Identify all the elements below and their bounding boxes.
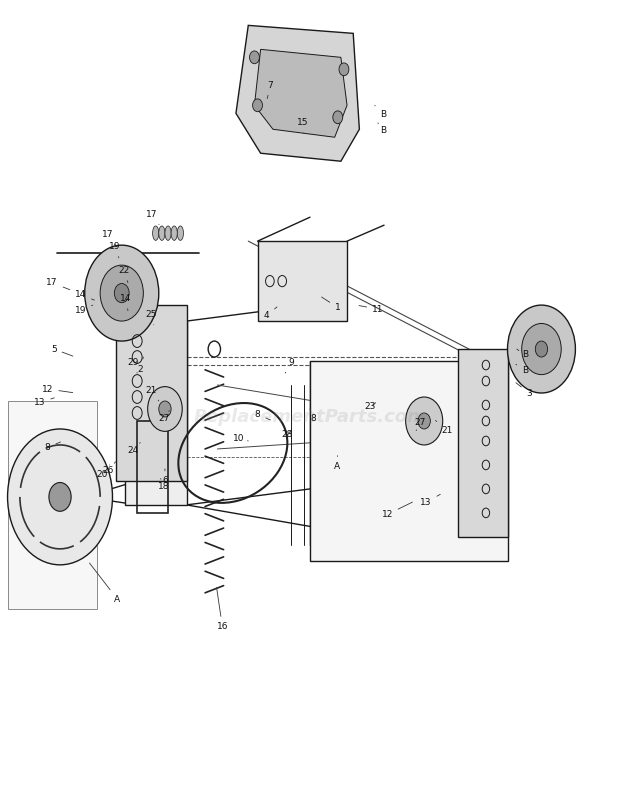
Polygon shape bbox=[310, 361, 508, 561]
Text: 11: 11 bbox=[359, 305, 384, 314]
Text: 17: 17 bbox=[102, 230, 115, 245]
Circle shape bbox=[85, 245, 159, 341]
Text: 20: 20 bbox=[96, 465, 109, 479]
Circle shape bbox=[418, 413, 430, 429]
Text: 8: 8 bbox=[255, 410, 270, 420]
Ellipse shape bbox=[177, 226, 184, 241]
Text: 7: 7 bbox=[267, 81, 273, 99]
Text: 23: 23 bbox=[365, 402, 376, 411]
Text: 21: 21 bbox=[435, 420, 453, 435]
Circle shape bbox=[249, 51, 259, 63]
Ellipse shape bbox=[165, 226, 171, 241]
Circle shape bbox=[405, 397, 443, 445]
Circle shape bbox=[159, 401, 171, 417]
Text: 3: 3 bbox=[516, 383, 532, 398]
Text: 4: 4 bbox=[264, 307, 277, 320]
Circle shape bbox=[148, 387, 182, 431]
Text: 17: 17 bbox=[146, 210, 159, 225]
Text: 28: 28 bbox=[281, 430, 293, 439]
Polygon shape bbox=[7, 401, 97, 609]
Text: B: B bbox=[378, 123, 386, 136]
Text: 25: 25 bbox=[146, 310, 157, 325]
Ellipse shape bbox=[159, 226, 165, 241]
Text: 1: 1 bbox=[322, 297, 340, 312]
Circle shape bbox=[339, 63, 349, 75]
Ellipse shape bbox=[171, 226, 177, 241]
Text: 12: 12 bbox=[42, 384, 73, 394]
Text: 21: 21 bbox=[146, 386, 159, 401]
Text: ReplacementParts.com: ReplacementParts.com bbox=[193, 408, 427, 426]
Text: B: B bbox=[516, 349, 528, 359]
Text: 12: 12 bbox=[381, 502, 412, 519]
Text: 14: 14 bbox=[120, 294, 132, 310]
Circle shape bbox=[7, 429, 112, 565]
Text: 19: 19 bbox=[108, 242, 120, 257]
Text: 26: 26 bbox=[102, 462, 115, 475]
Polygon shape bbox=[125, 321, 187, 505]
Polygon shape bbox=[236, 26, 360, 161]
Polygon shape bbox=[458, 349, 508, 537]
Text: 29: 29 bbox=[127, 358, 138, 373]
Text: B: B bbox=[375, 105, 386, 119]
Circle shape bbox=[114, 284, 129, 302]
Circle shape bbox=[535, 341, 547, 357]
Text: 22: 22 bbox=[118, 266, 129, 283]
Circle shape bbox=[333, 111, 343, 124]
Text: A: A bbox=[89, 563, 120, 604]
Text: A: A bbox=[334, 456, 340, 471]
Polygon shape bbox=[115, 305, 187, 481]
Polygon shape bbox=[257, 241, 347, 321]
Text: 24: 24 bbox=[127, 443, 140, 455]
Text: 13: 13 bbox=[420, 494, 440, 507]
Text: 27: 27 bbox=[158, 411, 169, 423]
Circle shape bbox=[100, 265, 143, 321]
Polygon shape bbox=[254, 50, 347, 137]
Text: 17: 17 bbox=[46, 278, 70, 290]
Text: B: B bbox=[516, 364, 528, 375]
Text: 27: 27 bbox=[414, 418, 425, 431]
Text: 19: 19 bbox=[74, 305, 93, 315]
Circle shape bbox=[508, 305, 575, 393]
Text: 15: 15 bbox=[297, 119, 308, 133]
Text: 14: 14 bbox=[74, 290, 94, 300]
Text: 6: 6 bbox=[162, 469, 168, 485]
Circle shape bbox=[252, 99, 262, 111]
Ellipse shape bbox=[153, 226, 159, 241]
Text: 13: 13 bbox=[34, 398, 55, 407]
Text: 2: 2 bbox=[138, 357, 143, 374]
Text: 16: 16 bbox=[216, 588, 228, 631]
Text: 18: 18 bbox=[158, 479, 169, 491]
Text: 5: 5 bbox=[51, 345, 73, 356]
Text: 8: 8 bbox=[310, 409, 316, 423]
Text: 8: 8 bbox=[45, 442, 61, 452]
Circle shape bbox=[49, 483, 71, 512]
Circle shape bbox=[521, 323, 561, 375]
Text: 9: 9 bbox=[285, 358, 294, 373]
Text: 10: 10 bbox=[233, 434, 248, 443]
